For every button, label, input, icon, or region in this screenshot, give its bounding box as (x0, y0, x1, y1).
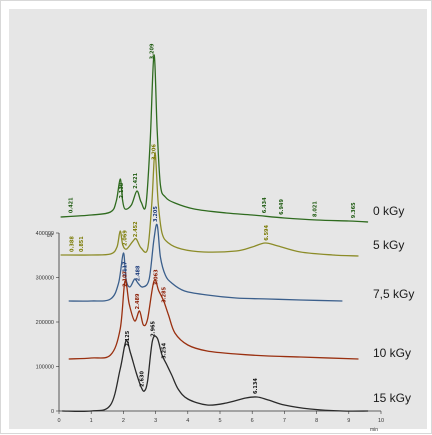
peak-label: 8.021 (313, 201, 319, 217)
x-tick-label: 5 (218, 418, 221, 424)
x-tick-label: 7 (283, 418, 286, 424)
y-tick-label: 100000 (36, 365, 54, 371)
peak-label: 3.063 (154, 269, 160, 285)
peak-label: 2.452 (133, 221, 139, 237)
peak-label: 2.138 (119, 182, 125, 198)
x-tick-label: 6 (251, 418, 254, 424)
peak-label: 3.205 (153, 206, 159, 222)
trace-10-kgy (68, 279, 359, 360)
peak-label: 2.630 (139, 370, 145, 386)
y-tick-label: 300000 (36, 276, 54, 282)
dose-label: 15 kGy (373, 391, 411, 405)
peak-label: 0.388 (70, 236, 76, 252)
axes: uV min (47, 233, 381, 433)
peak-label: 3.285 (161, 286, 167, 302)
x-tick-label: 10 (378, 418, 384, 424)
peak-labels: 0.421 2.138 2.421 3.209 6.434 6.949 8.021 9.365… (69, 43, 358, 394)
x-tick-label: 3 (154, 418, 157, 424)
x-tick-label: 2 (122, 418, 125, 424)
peak-label: 2.069 (123, 230, 129, 246)
x-axis-label: min (370, 427, 378, 433)
peak-label: 6.594 (264, 224, 270, 240)
x-tick-label: 1 (90, 418, 93, 424)
trace-0-kgy (60, 54, 369, 223)
y-axis-label: uV (47, 233, 54, 239)
trace-7-5-kgy (68, 223, 343, 302)
y-tick-label: 400000 (36, 231, 54, 237)
peak-label: 3.254 (161, 342, 167, 358)
traces (60, 54, 369, 413)
peak-label: 0.851 (79, 236, 85, 252)
dose-label: 5 kGy (373, 238, 404, 252)
peak-label: 2.421 (133, 172, 139, 188)
peak-label: 2.117 (123, 261, 129, 277)
peak-label: 6.134 (253, 378, 259, 394)
peak-label: 2.965 (150, 320, 156, 336)
peak-label: 9.365 (351, 202, 357, 218)
y-tick-label: 200000 (36, 320, 54, 326)
dose-label: 0 kGy (373, 204, 404, 218)
peak-label: 3.206 (152, 144, 158, 160)
peak-label: 2.107 (123, 270, 129, 286)
x-tick-label: 8 (315, 418, 318, 424)
trace-5-kgy (60, 152, 359, 257)
peak-label: 6.434 (262, 197, 268, 213)
dose-label: 7,5 kGy (373, 287, 414, 301)
dose-labels: 0 kGy 5 kGy 7,5 kGy 10 kGy 15 kGy (373, 204, 414, 405)
ticks: 0 1 2 3 4 5 6 7 8 9 10 0 100000 200000 300000 400000 (36, 231, 384, 424)
x-tick-label: 9 (347, 418, 350, 424)
dose-label: 10 kGy (373, 346, 411, 360)
y-tick-label: 0 (51, 409, 54, 415)
peak-label: 6.949 (279, 198, 285, 214)
trace-15-kgy (62, 335, 369, 413)
peak-label: 2.125 (125, 330, 131, 346)
x-tick-label: 4 (186, 418, 189, 424)
peak-label: 0.421 (69, 197, 75, 213)
x-tick-label: 0 (57, 418, 60, 424)
peak-label: 3.209 (150, 43, 156, 59)
peak-label: 2.488 (136, 265, 142, 281)
peak-label: 2.489 (135, 293, 141, 309)
